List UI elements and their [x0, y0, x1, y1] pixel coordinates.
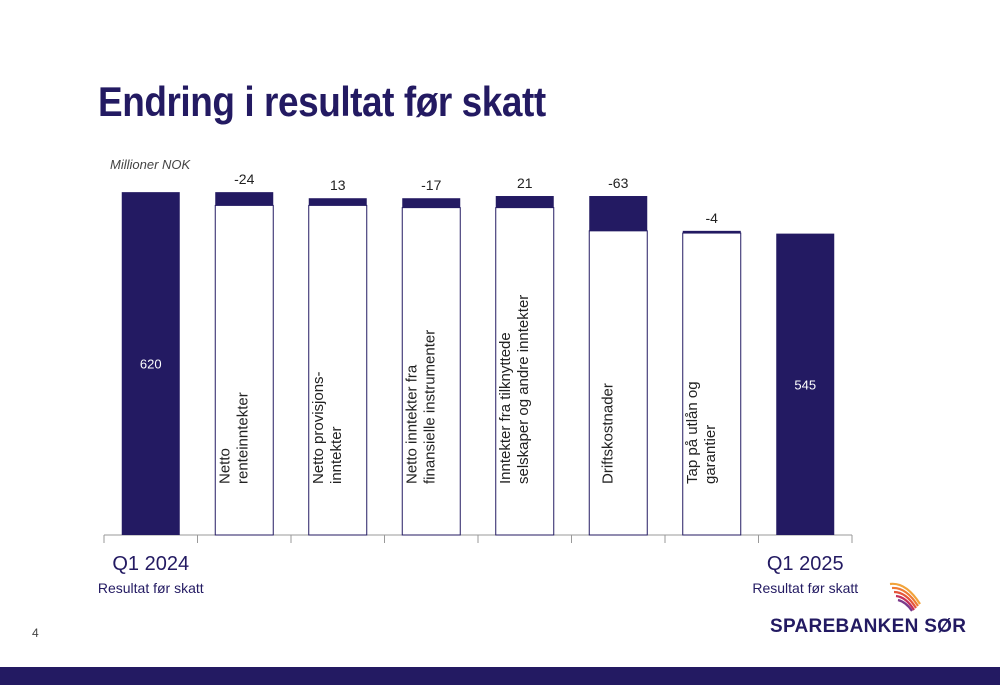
category-label-line: Tap på utlån og	[684, 381, 701, 484]
data-label: 13	[330, 177, 346, 193]
bar-delta	[589, 196, 648, 231]
data-label: -24	[234, 171, 254, 187]
bar-delta	[402, 198, 461, 208]
data-label: -17	[421, 177, 441, 193]
category-label-line: Driftskostnader	[599, 383, 616, 484]
category-label: Nettorenteinntekter	[216, 392, 251, 484]
bar-delta	[308, 198, 367, 206]
data-label: 21	[517, 175, 533, 191]
bar-base	[682, 232, 742, 536]
page-number: 4	[32, 626, 39, 640]
category-label: Driftskostnader	[599, 383, 616, 484]
unit-label: Millioner NOK	[110, 157, 191, 172]
data-label: -63	[608, 175, 628, 191]
category-label-line: Netto inntekter fra	[403, 364, 420, 484]
bar-delta	[495, 196, 554, 208]
x-tick-sublabel: Resultat før skatt	[752, 580, 858, 596]
brand-name: SPAREBANKEN SØR	[770, 616, 967, 637]
category-label-line: Inntekter fra tilknyttede	[497, 332, 514, 484]
bar-delta	[682, 230, 741, 234]
bar-base	[308, 204, 368, 536]
category-label-line: garantier	[702, 425, 719, 484]
bar-base	[214, 204, 274, 536]
data-label: -4	[706, 210, 719, 226]
category-label-line: Netto provisjons-	[310, 371, 327, 484]
data-label: 620	[140, 357, 162, 372]
bar-base	[401, 207, 461, 536]
bar-total	[121, 192, 180, 535]
category-label-line: finansielle instrumenter	[421, 330, 438, 484]
category-label-line: Netto	[216, 448, 233, 484]
logo-mark-icon	[889, 582, 921, 612]
bar-total	[776, 233, 835, 536]
x-tick-label: Q1 2024	[112, 553, 189, 575]
category-label: Inntekter fra tilknyttedeselskaper og an…	[497, 295, 532, 484]
x-tick-sublabel: Resultat før skatt	[98, 580, 204, 596]
category-label: Netto inntekter frafinansielle instrumen…	[403, 330, 438, 484]
category-label: Netto provisjons-inntekter	[310, 371, 345, 484]
page-title: Endring i resultat før skatt	[98, 78, 546, 125]
bar-base	[495, 207, 555, 536]
bar-base	[588, 230, 648, 536]
waterfall-chart: 620 Q1 2024 Resultat før skatt -24 Nettorent…	[98, 171, 858, 596]
x-tick-label: Q1 2025	[767, 553, 844, 575]
data-label: 545	[794, 377, 816, 392]
bar-delta	[215, 192, 274, 206]
footer-bar	[0, 667, 1000, 685]
category-label-line: renteinntekter	[234, 392, 251, 484]
brand-logo: SPAREBANKEN SØR	[770, 578, 970, 638]
category-label: Tap på utlån oggarantier	[684, 381, 719, 484]
category-label-line: inntekter	[328, 426, 345, 484]
category-label-line: selskaper og andre inntekter	[515, 295, 532, 484]
